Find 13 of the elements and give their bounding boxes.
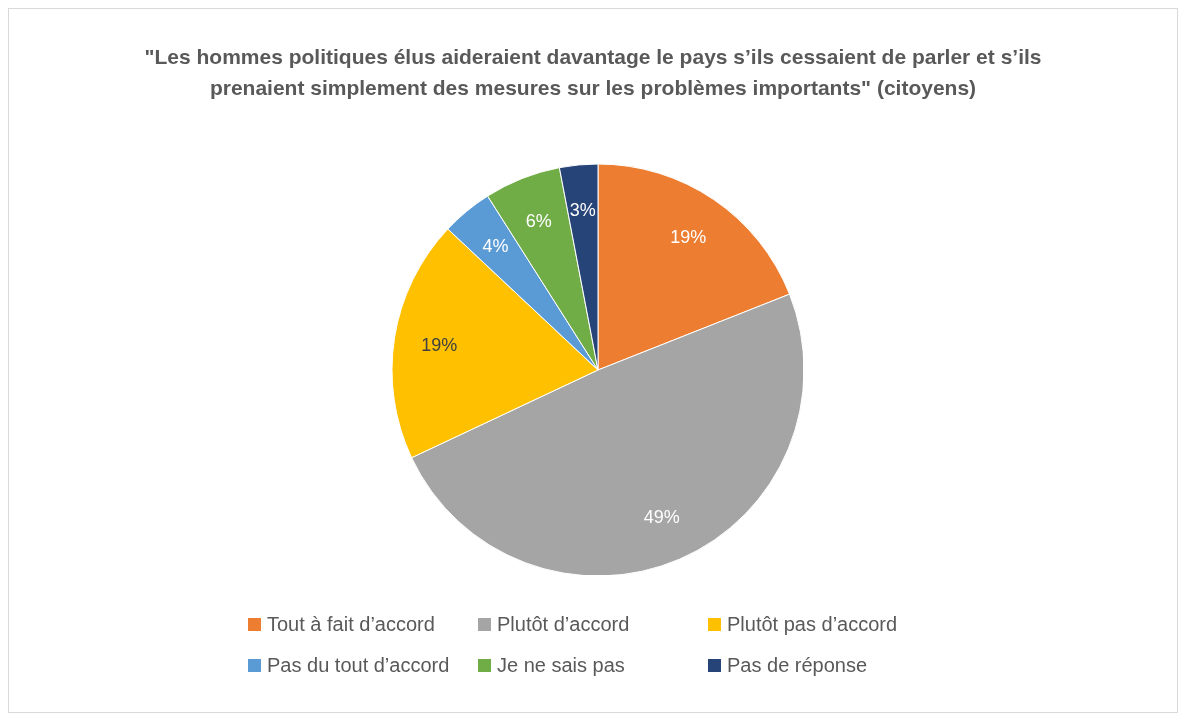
chart-title: "Les hommes politiques élus aideraient davantage le pays s’ils cessaient de parler et s’ils prenaient simplement des mesures sur les problèmes importants" (citoyens) <box>143 44 1043 101</box>
data-label: 19% <box>421 334 458 355</box>
data-label: 6% <box>525 210 552 231</box>
data-label: 49% <box>643 507 680 528</box>
legend-label: Pas de réponse <box>727 654 868 677</box>
legend-label: Je ne sais pas <box>497 654 625 677</box>
legend-label: Plutôt pas d’accord <box>727 613 898 636</box>
legend-label: Tout à fait d’accord <box>267 613 435 636</box>
data-label: 4% <box>482 236 509 257</box>
legend-label: Plutôt d’accord <box>497 613 630 636</box>
legend-label: Pas du tout d’accord <box>267 654 450 677</box>
data-label: 19% <box>670 227 707 248</box>
data-label: 3% <box>569 200 596 221</box>
